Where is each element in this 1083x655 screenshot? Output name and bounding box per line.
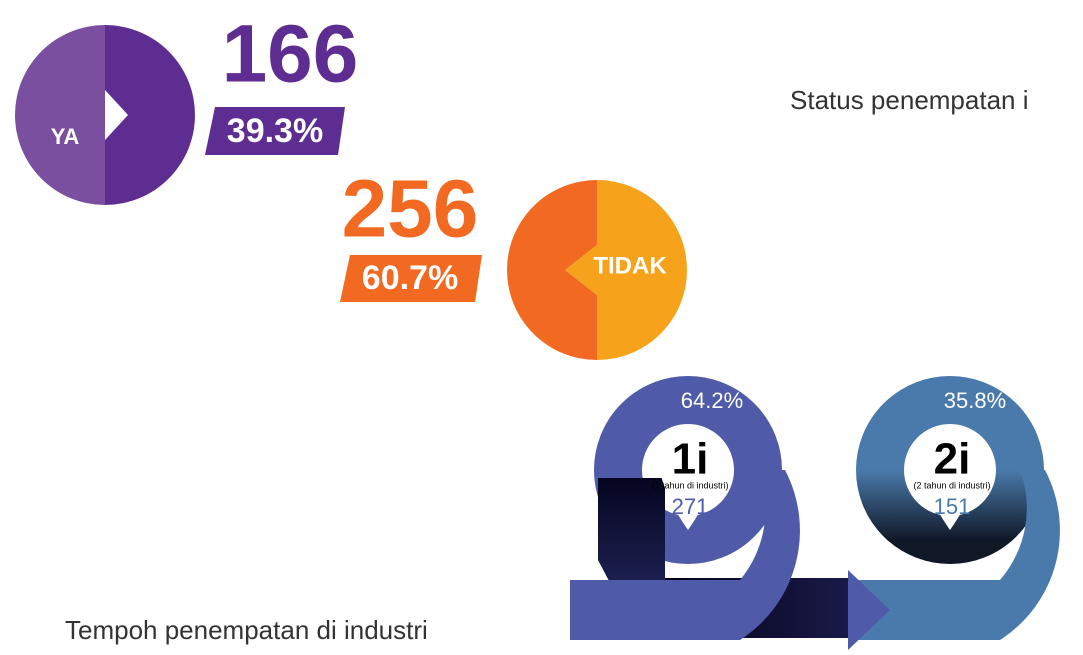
percent: 64.2% (681, 388, 743, 413)
pin (658, 425, 718, 530)
half-circle (15, 25, 105, 205)
badge (205, 107, 345, 155)
desc: (1 tahun di industri) (651, 480, 728, 490)
percent: 60.7% (362, 259, 458, 297)
notch (565, 245, 597, 295)
half-circle (507, 180, 597, 360)
count: 151 (934, 494, 971, 519)
count: 256 (342, 164, 479, 255)
title: Status penempatan i (790, 85, 1029, 115)
pin (920, 425, 980, 530)
code: 1i (672, 435, 709, 484)
half-circle (597, 180, 687, 360)
title: Tempoh penempatan di industri (65, 615, 428, 645)
count: 166 (222, 9, 359, 100)
percent: 35.8% (944, 388, 1006, 413)
arrow (848, 570, 890, 650)
percent: 39.3% (227, 112, 323, 150)
label: TIDAK (593, 252, 667, 279)
tail (570, 470, 800, 640)
label: YA (51, 124, 80, 149)
badge (340, 255, 482, 302)
tail (855, 470, 1060, 640)
count: 271 (672, 494, 709, 519)
half-circle (105, 25, 195, 205)
code: 2i (934, 435, 971, 484)
desc: (2 tahun di industri) (913, 480, 990, 490)
